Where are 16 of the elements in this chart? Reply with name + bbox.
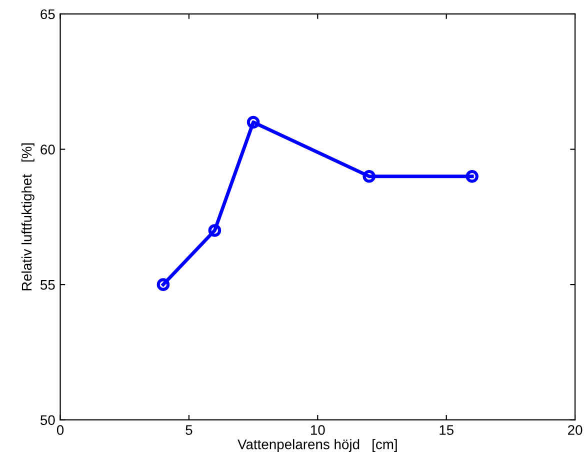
point <box>156 278 170 291</box>
y-tick-label: 55 <box>40 280 55 290</box>
point <box>246 116 260 129</box>
y-tick-label: 60 <box>40 144 55 154</box>
x-tick-label: 10 <box>310 425 325 435</box>
point <box>208 224 222 237</box>
x-axis-title: Vattenpelarens höjd [cm] <box>238 439 397 452</box>
point <box>466 170 478 183</box>
x-tick-label: 0 <box>56 425 64 435</box>
x-tick-label: 20 <box>568 425 582 435</box>
y-tick-label: 65 <box>40 9 55 20</box>
y-axis-title: Relativ luftfuktighet [%] <box>21 143 34 290</box>
point <box>362 170 376 183</box>
x-tick-label: 15 <box>440 425 454 435</box>
y-tick-label: 50 <box>40 415 55 426</box>
x-tick-label: 5 <box>186 425 192 435</box>
